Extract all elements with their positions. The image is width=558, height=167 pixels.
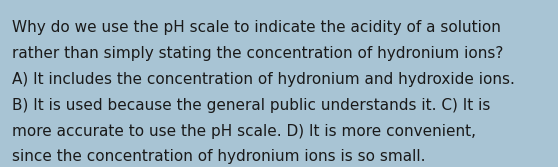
Text: B) It is used because the general public understands it. C) It is: B) It is used because the general public… xyxy=(12,98,490,113)
Text: rather than simply stating the concentration of hydronium ions?: rather than simply stating the concentra… xyxy=(12,46,504,61)
Text: more accurate to use the pH scale. D) It is more convenient,: more accurate to use the pH scale. D) It… xyxy=(12,124,477,139)
Text: A) It includes the concentration of hydronium and hydroxide ions.: A) It includes the concentration of hydr… xyxy=(12,72,515,87)
Text: Why do we use the pH scale to indicate the acidity of a solution: Why do we use the pH scale to indicate t… xyxy=(12,20,501,35)
Text: since the concentration of hydronium ions is so small.: since the concentration of hydronium ion… xyxy=(12,149,426,164)
